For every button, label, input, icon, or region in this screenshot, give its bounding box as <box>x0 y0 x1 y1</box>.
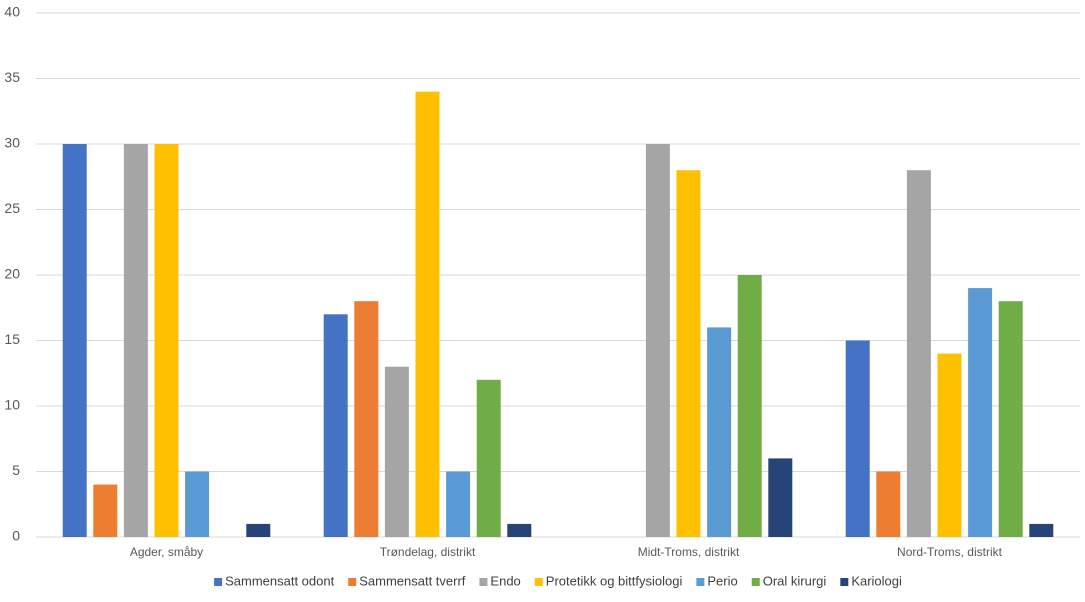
bar <box>354 301 379 537</box>
bar <box>998 301 1023 537</box>
bar <box>185 471 210 537</box>
bar <box>415 91 440 537</box>
legend-label: Perio <box>707 573 737 588</box>
bar <box>876 471 901 537</box>
bar <box>446 471 471 537</box>
bar <box>676 170 701 537</box>
bar <box>507 523 532 537</box>
legend-swatch <box>751 578 760 586</box>
bar <box>123 144 148 537</box>
legend-label: Oral kirurgi <box>763 573 827 588</box>
legend-swatch <box>534 578 543 586</box>
y-tick-label: 0 <box>12 528 20 544</box>
bar <box>323 314 348 537</box>
bar <box>906 170 931 537</box>
bar <box>154 144 179 537</box>
y-tick-label: 20 <box>4 266 20 282</box>
bar <box>968 288 993 537</box>
bar <box>845 340 870 537</box>
x-tick-label: Trøndelag, distrikt <box>380 545 476 559</box>
legend-label: Endo <box>490 573 520 588</box>
legend-label: Protetikk og bittfysiologi <box>546 573 683 588</box>
legend-swatch <box>214 578 223 586</box>
legend-label: Kariologi <box>851 573 902 588</box>
x-tick-label: Nord-Troms, distrikt <box>897 545 1003 559</box>
legend-swatch <box>479 578 488 586</box>
bar <box>937 353 962 537</box>
legend-swatch <box>840 578 849 586</box>
y-tick-label: 35 <box>4 69 20 85</box>
bar <box>62 144 87 537</box>
bar <box>246 523 271 537</box>
bar <box>384 366 409 537</box>
y-tick-label: 15 <box>4 331 20 347</box>
legend-swatch <box>348 578 357 586</box>
y-tick-label: 40 <box>4 4 20 20</box>
bar <box>93 484 118 537</box>
y-tick-label: 30 <box>4 135 20 151</box>
x-tick-label: Midt-Troms, distrikt <box>638 545 740 559</box>
x-tick-label: Agder, småby <box>130 545 203 559</box>
y-tick-label: 5 <box>12 462 20 478</box>
y-tick-label: 10 <box>4 397 20 413</box>
bar <box>768 458 793 537</box>
bar <box>707 327 732 537</box>
bar <box>1029 523 1054 537</box>
bar <box>476 379 501 537</box>
y-tick-label: 25 <box>4 200 20 216</box>
bar <box>737 275 762 537</box>
legend-label: Sammensatt tverrf <box>359 573 466 588</box>
legend-swatch <box>696 578 705 586</box>
legend-label: Sammensatt odont <box>225 573 335 588</box>
bar <box>645 144 670 537</box>
